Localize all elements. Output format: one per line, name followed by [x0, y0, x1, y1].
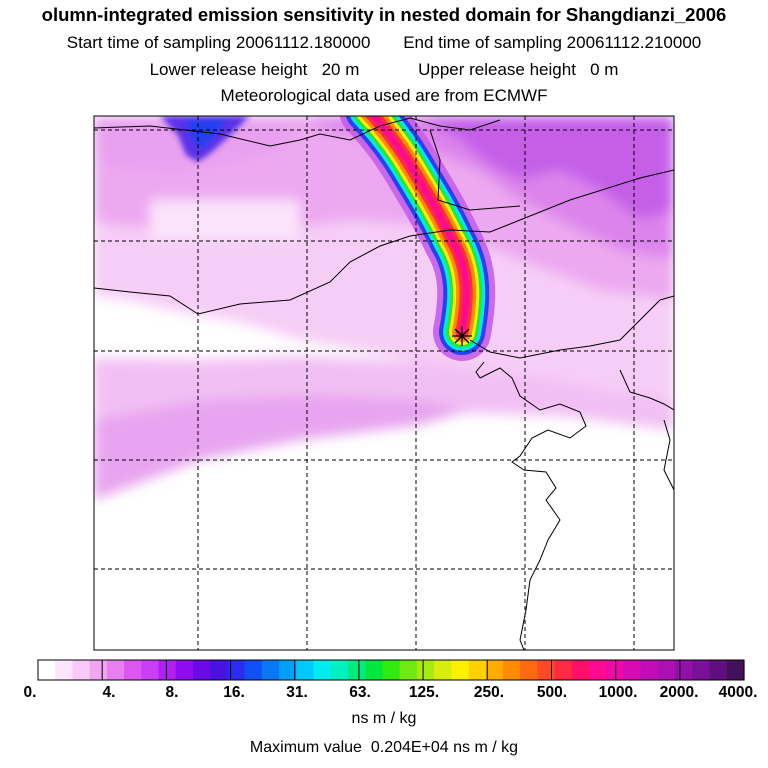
colorbar-cell	[623, 660, 642, 680]
colorbar-cell	[520, 660, 538, 680]
colorbar-cell	[158, 660, 177, 680]
colorbar-cell	[709, 660, 728, 680]
max-value-units: ns m / kg	[453, 739, 519, 756]
release-heights: Lower release height 20 m Upper release …	[0, 60, 768, 80]
colorbar-cell	[106, 660, 125, 680]
colorbar-cell	[296, 660, 315, 680]
colorbar-cell	[89, 660, 108, 680]
colorbar-cell	[72, 660, 91, 680]
colorbar-cells	[38, 660, 745, 680]
sensitivity-field-low	[94, 116, 674, 500]
colorbar-cell	[141, 660, 160, 680]
colorbar-tick-label: 2000.	[659, 684, 699, 701]
upper-release-label: Upper release height	[418, 60, 576, 79]
lat-lon-grid	[94, 116, 674, 650]
plume	[339, 116, 496, 361]
colorbar-cell	[330, 660, 349, 680]
colorbar-cell	[124, 660, 142, 680]
coastlines	[94, 117, 674, 650]
upper-release-value: 0 m	[590, 60, 619, 79]
colorbar-cell	[244, 660, 263, 680]
colorbar-tick-label: 0.	[23, 684, 37, 701]
colorbar-cell	[485, 660, 504, 680]
colorbar-cell	[261, 660, 280, 680]
colorbar-tick-label: 4000.	[718, 684, 758, 701]
sensitivity-field-blue-patch	[160, 116, 250, 162]
lower-release-value: 20 m	[321, 60, 360, 79]
colorbar-cell	[434, 660, 452, 680]
colorbar-cell	[38, 660, 56, 680]
colorbar-cell	[468, 660, 487, 680]
colorbar-units: ns m / kg	[351, 710, 417, 727]
colorbar-cell	[640, 660, 659, 680]
colorbar-cell	[347, 660, 366, 680]
max-value-number: 0.204E+04	[370, 739, 449, 756]
start-time-value: 20061112.180000	[235, 33, 371, 52]
colorbar-cell	[313, 660, 332, 680]
colorbar-cell	[451, 660, 470, 680]
colorbar-cell	[192, 660, 211, 680]
max-value-label: Maximum value	[249, 739, 362, 756]
colorbar-tick-label: 8.	[165, 684, 179, 701]
colorbar-tick-label: 125.	[408, 684, 440, 701]
colorbar-cell	[416, 660, 435, 680]
map-frame	[93, 115, 675, 651]
colorbar-tick-label: 16.	[223, 684, 245, 701]
colorbar-tick-label: 250.	[473, 684, 505, 701]
colorbar-cell	[175, 660, 194, 680]
colorbar-cell	[279, 660, 297, 680]
colorbar-cell	[571, 660, 590, 680]
colorbar-tick-label: 1000.	[598, 684, 638, 701]
start-time-label: Start time of sampling	[66, 33, 232, 52]
met-data-line: Meteorological data used are from ECMWF	[220, 86, 548, 105]
plot-title: olumn-integrated emission sensitivity in…	[41, 4, 727, 25]
colorbar-cell	[726, 660, 745, 680]
colorbar-cell	[55, 660, 74, 680]
colorbar-cell	[502, 660, 521, 680]
colorbar-cell	[554, 660, 573, 680]
colorbar-frame	[37, 659, 745, 681]
colorbar-tick-label: 500.	[536, 684, 568, 701]
colorbar-tick-label: 31.	[286, 684, 308, 701]
maximum-value-line: Maximum value 0.204E+04 ns m / kg	[0, 739, 768, 757]
colorbar-cell	[675, 660, 693, 680]
colorbar-cell	[657, 660, 676, 680]
colorbar-cell	[227, 660, 246, 680]
colorbar-tick-label: 4.	[102, 684, 116, 701]
colorbar-cell	[399, 660, 418, 680]
receptor-star-marker	[452, 326, 472, 346]
colorbar-cell	[210, 660, 229, 680]
colorbar-dividers	[101, 660, 681, 680]
colorbar-cell	[382, 660, 401, 680]
map-field	[94, 116, 674, 650]
end-time-label: End time of sampling	[403, 33, 562, 52]
colorbar-cell	[589, 660, 607, 680]
sampling-times: Start time of sampling 20061112.180000 E…	[0, 33, 768, 53]
colorbar-cell	[537, 660, 556, 680]
end-time-value: 20061112.210000	[566, 33, 702, 52]
colorbar-tick-label: 63.	[349, 684, 371, 701]
colorbar-cell	[692, 660, 711, 680]
lower-release-label: Lower release height	[149, 60, 308, 79]
colorbar-cell	[365, 660, 383, 680]
